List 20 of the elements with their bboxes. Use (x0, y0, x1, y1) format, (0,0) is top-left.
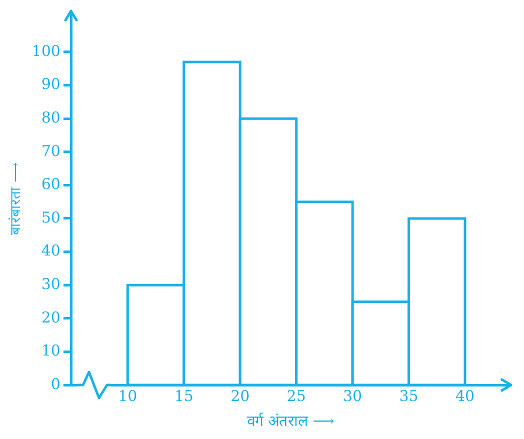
x-tick-label: 35 (399, 386, 418, 405)
y-tick-label: 20 (41, 308, 60, 326)
x-tick-label: 40 (455, 386, 475, 405)
y-tick-label: 100 (32, 42, 60, 60)
y-tick-label: 70 (41, 142, 60, 160)
y-tick-label: 50 (41, 208, 60, 226)
y-tick-label: 40 (41, 242, 60, 260)
y-tick-label: 80 (41, 108, 60, 126)
x-tick-label: 25 (286, 386, 306, 405)
y-tick-label: 10 (41, 342, 60, 360)
y-axis-title: बारंबारता ⟶ (8, 162, 24, 235)
x-tick-label: 10 (118, 386, 138, 405)
x-tick-label: 15 (174, 386, 194, 405)
y-tick-label: 0 (50, 374, 60, 393)
y-tick-label: 60 (41, 175, 60, 194)
x-tick-label: 30 (343, 386, 362, 405)
x-axis-title: वर्ग अंतराल ⟶ (247, 412, 334, 430)
y-tick-label: 90 (41, 75, 60, 94)
x-tick-label: 20 (230, 386, 250, 405)
y-tick-label: 30 (41, 274, 60, 293)
